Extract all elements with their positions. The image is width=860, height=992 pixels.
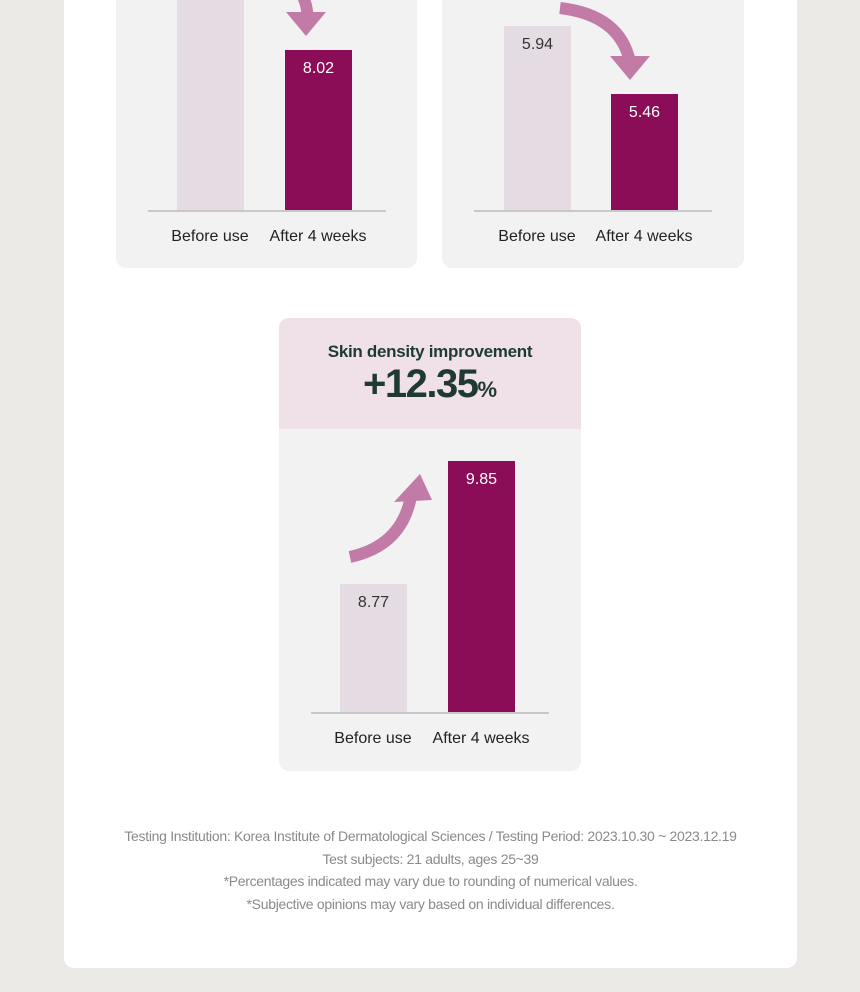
chart-card-1 xyxy=(116,0,417,268)
note-subjects: Test subjects: 21 adults, ages 25~39 xyxy=(322,850,539,867)
improvement-number: +12.35 xyxy=(362,362,479,406)
bar-value-label: 5.46 xyxy=(628,103,661,121)
bar-after: 9.85 xyxy=(448,460,515,712)
chart-card-2 xyxy=(442,0,744,268)
baseline xyxy=(474,210,712,212)
x-tick-label: After 4 weeks xyxy=(269,228,367,245)
bar-value-label: 9.85 xyxy=(465,470,498,488)
bar-before: 8.61 xyxy=(177,0,244,210)
x-tick-label: Before use xyxy=(498,228,576,245)
chart-header: Skin density improvement +12.35% xyxy=(279,318,581,429)
baseline xyxy=(311,712,549,714)
baseline xyxy=(148,210,386,212)
bar-value-label: 8.02 xyxy=(302,59,335,77)
note-institution: Testing Institution: Korea Institute of … xyxy=(124,828,737,844)
note-subjective: *Subjective opinions may vary based on i… xyxy=(246,895,615,912)
x-tick-label: After 4 weeks xyxy=(595,228,693,245)
bar-after: 5.46 xyxy=(611,93,678,210)
test-notes: Testing Institution: Korea Institute of … xyxy=(64,825,797,915)
improvement-unit: % xyxy=(477,377,498,402)
chart-title: Skin density improvement xyxy=(327,342,533,361)
bar-value-label: 5.94 xyxy=(521,35,554,53)
improvement-value: +12.35% xyxy=(279,362,581,412)
bar-before: 8.77 xyxy=(340,583,407,712)
x-tick-label: Before use xyxy=(334,730,412,747)
x-tick-label: Before use xyxy=(171,228,249,245)
bar-after: 8.02 xyxy=(285,49,352,210)
x-tick-label: After 4 weeks xyxy=(432,730,530,747)
bar-value-label: 8.77 xyxy=(357,593,390,611)
chart-card-3: Skin density improvement +12.35% xyxy=(279,318,581,771)
bar-before: 5.94 xyxy=(504,25,571,210)
note-rounding: *Percentages indicated may vary due to r… xyxy=(223,873,638,889)
